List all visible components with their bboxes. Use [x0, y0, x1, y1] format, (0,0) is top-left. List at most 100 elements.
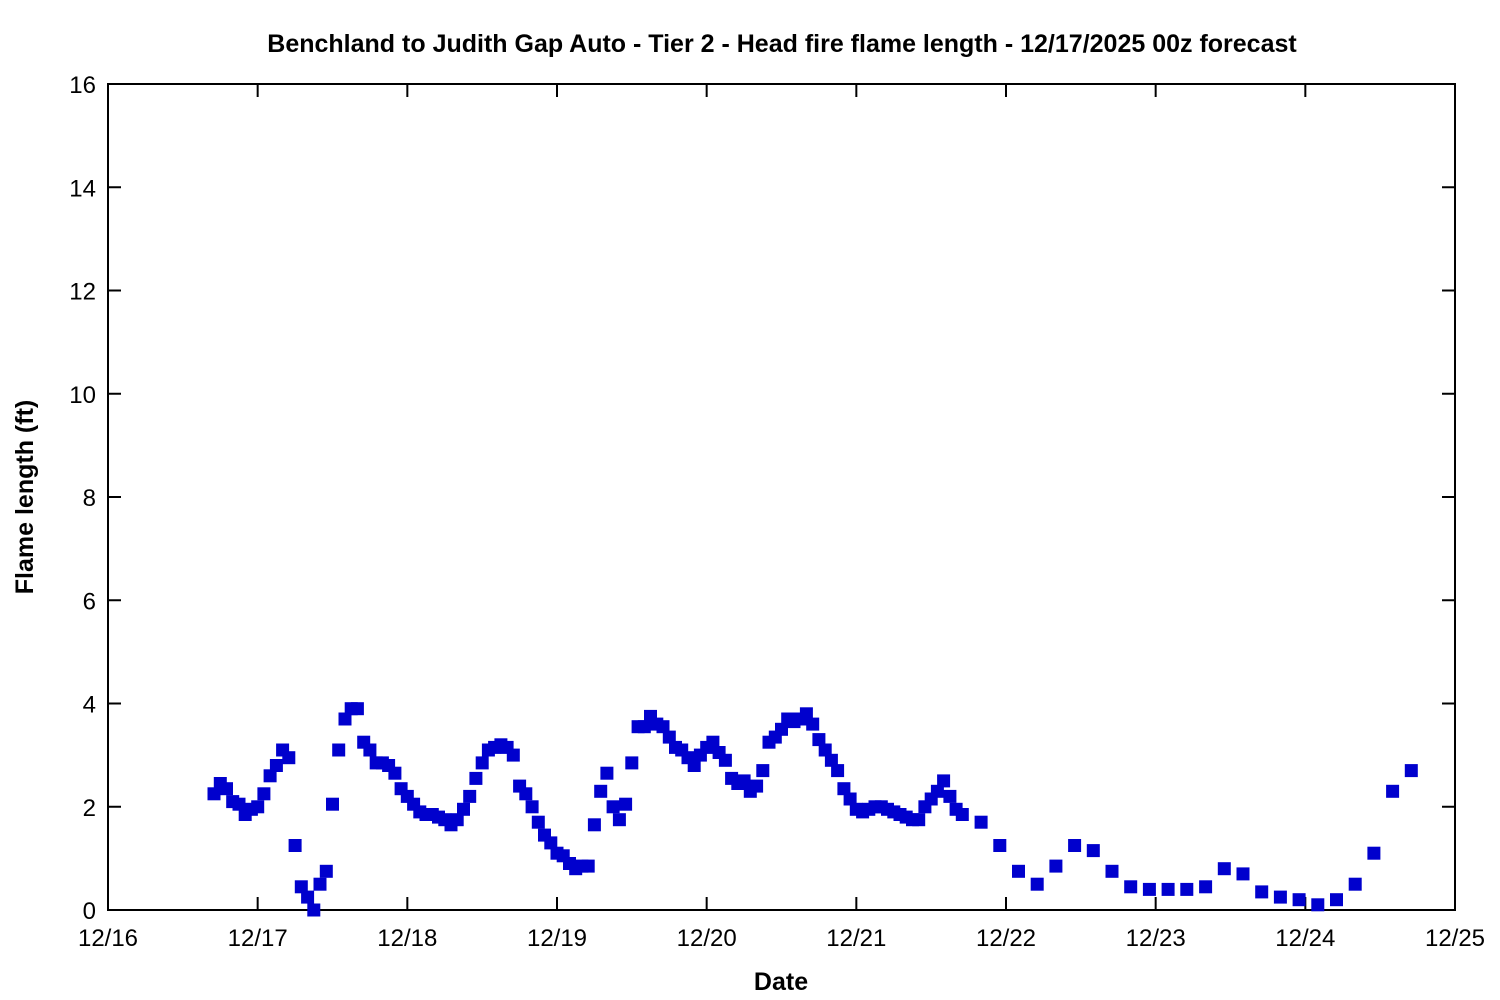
data-point	[1292, 893, 1306, 907]
data-point	[1273, 890, 1287, 904]
data-point	[955, 808, 969, 821]
data-point	[750, 779, 764, 793]
x-tick-label: 12/23	[1126, 925, 1186, 952]
x-tick-label: 12/16	[78, 925, 138, 952]
data-point	[974, 815, 988, 829]
data-point	[1404, 764, 1418, 778]
data-point	[1311, 898, 1325, 912]
data-point	[1217, 862, 1231, 876]
plot-border	[107, 83, 1456, 911]
data-point	[1068, 839, 1082, 852]
y-tick-label: 12	[69, 279, 96, 306]
data-point	[756, 764, 770, 778]
data-point	[232, 797, 246, 811]
data-point	[637, 720, 651, 734]
plot-points-layer	[207, 702, 1418, 917]
x-tick-label: 12/19	[527, 925, 587, 952]
data-point	[843, 792, 857, 806]
data-point	[257, 787, 271, 801]
data-point	[1180, 882, 1194, 896]
y-tick-label: 4	[83, 692, 96, 719]
y-tick-label: 10	[69, 382, 96, 409]
data-point	[824, 753, 838, 767]
data-point	[450, 813, 464, 827]
data-point	[662, 730, 676, 744]
data-point	[294, 880, 308, 894]
data-point	[475, 756, 489, 770]
data-point	[718, 753, 732, 767]
data-point	[594, 784, 608, 798]
y-tick-label: 16	[69, 72, 96, 99]
data-point	[930, 784, 944, 798]
y-tick-label: 0	[83, 898, 96, 925]
data-point	[263, 769, 277, 783]
data-point	[619, 797, 633, 811]
data-point	[457, 802, 470, 816]
data-point	[338, 712, 352, 726]
data-point	[612, 813, 626, 827]
x-axis-label: Date	[754, 968, 808, 996]
plot-ticks: 12/16 12/17 12/18 12/19 12/20 12/21 12/22 12/23…	[69, 72, 1485, 952]
data-point	[269, 759, 283, 772]
data-point	[587, 818, 601, 832]
data-point	[313, 877, 327, 891]
data-point	[600, 766, 614, 780]
data-point	[544, 836, 558, 850]
data-point	[469, 771, 483, 785]
data-point	[625, 756, 639, 770]
data-point	[251, 800, 265, 814]
data-point	[220, 782, 233, 796]
data-point	[581, 859, 595, 873]
data-point	[282, 751, 296, 765]
x-tick-label: 12/18	[377, 925, 437, 952]
data-point	[1199, 880, 1213, 894]
data-point	[656, 720, 670, 734]
data-point	[831, 764, 845, 778]
data-point	[1161, 882, 1175, 896]
data-point	[837, 782, 851, 796]
chart-title: Benchland to Judith Gap Auto - Tier 2 - …	[267, 30, 1297, 58]
data-point	[775, 722, 788, 736]
data-point	[519, 787, 533, 801]
data-point	[937, 774, 951, 788]
data-point	[818, 743, 832, 757]
data-point	[1012, 864, 1025, 878]
y-tick-label: 6	[83, 588, 96, 615]
data-point	[943, 789, 957, 803]
x-tick-label: 12/21	[826, 925, 886, 952]
data-point	[463, 789, 477, 803]
data-point	[301, 890, 315, 904]
data-point	[506, 748, 520, 762]
data-point	[525, 800, 539, 814]
data-point	[307, 903, 321, 917]
data-point	[326, 797, 339, 811]
data-point	[1030, 877, 1044, 891]
data-point	[1142, 882, 1156, 896]
x-tick-label: 12/24	[1275, 925, 1335, 952]
y-tick-label: 14	[69, 175, 96, 202]
data-point	[706, 735, 720, 749]
plot-frame	[107, 83, 1456, 911]
data-point	[993, 839, 1007, 852]
y-axis-label: Flame length (ft)	[11, 400, 39, 594]
data-point	[363, 743, 377, 757]
data-point	[1086, 844, 1100, 858]
data-point	[1124, 880, 1138, 894]
x-tick-label: 12/25	[1425, 925, 1485, 952]
y-tick-label: 2	[83, 795, 96, 822]
data-point	[1105, 864, 1119, 878]
data-point	[531, 815, 545, 829]
data-point	[319, 864, 333, 878]
data-point	[288, 839, 302, 852]
data-point	[1255, 885, 1269, 899]
data-point	[1330, 893, 1343, 907]
data-point	[1236, 867, 1250, 881]
data-point	[912, 813, 926, 827]
data-point	[687, 759, 701, 772]
data-point	[606, 800, 620, 814]
data-point	[1049, 859, 1063, 873]
data-point	[388, 766, 402, 780]
data-point	[799, 707, 813, 721]
